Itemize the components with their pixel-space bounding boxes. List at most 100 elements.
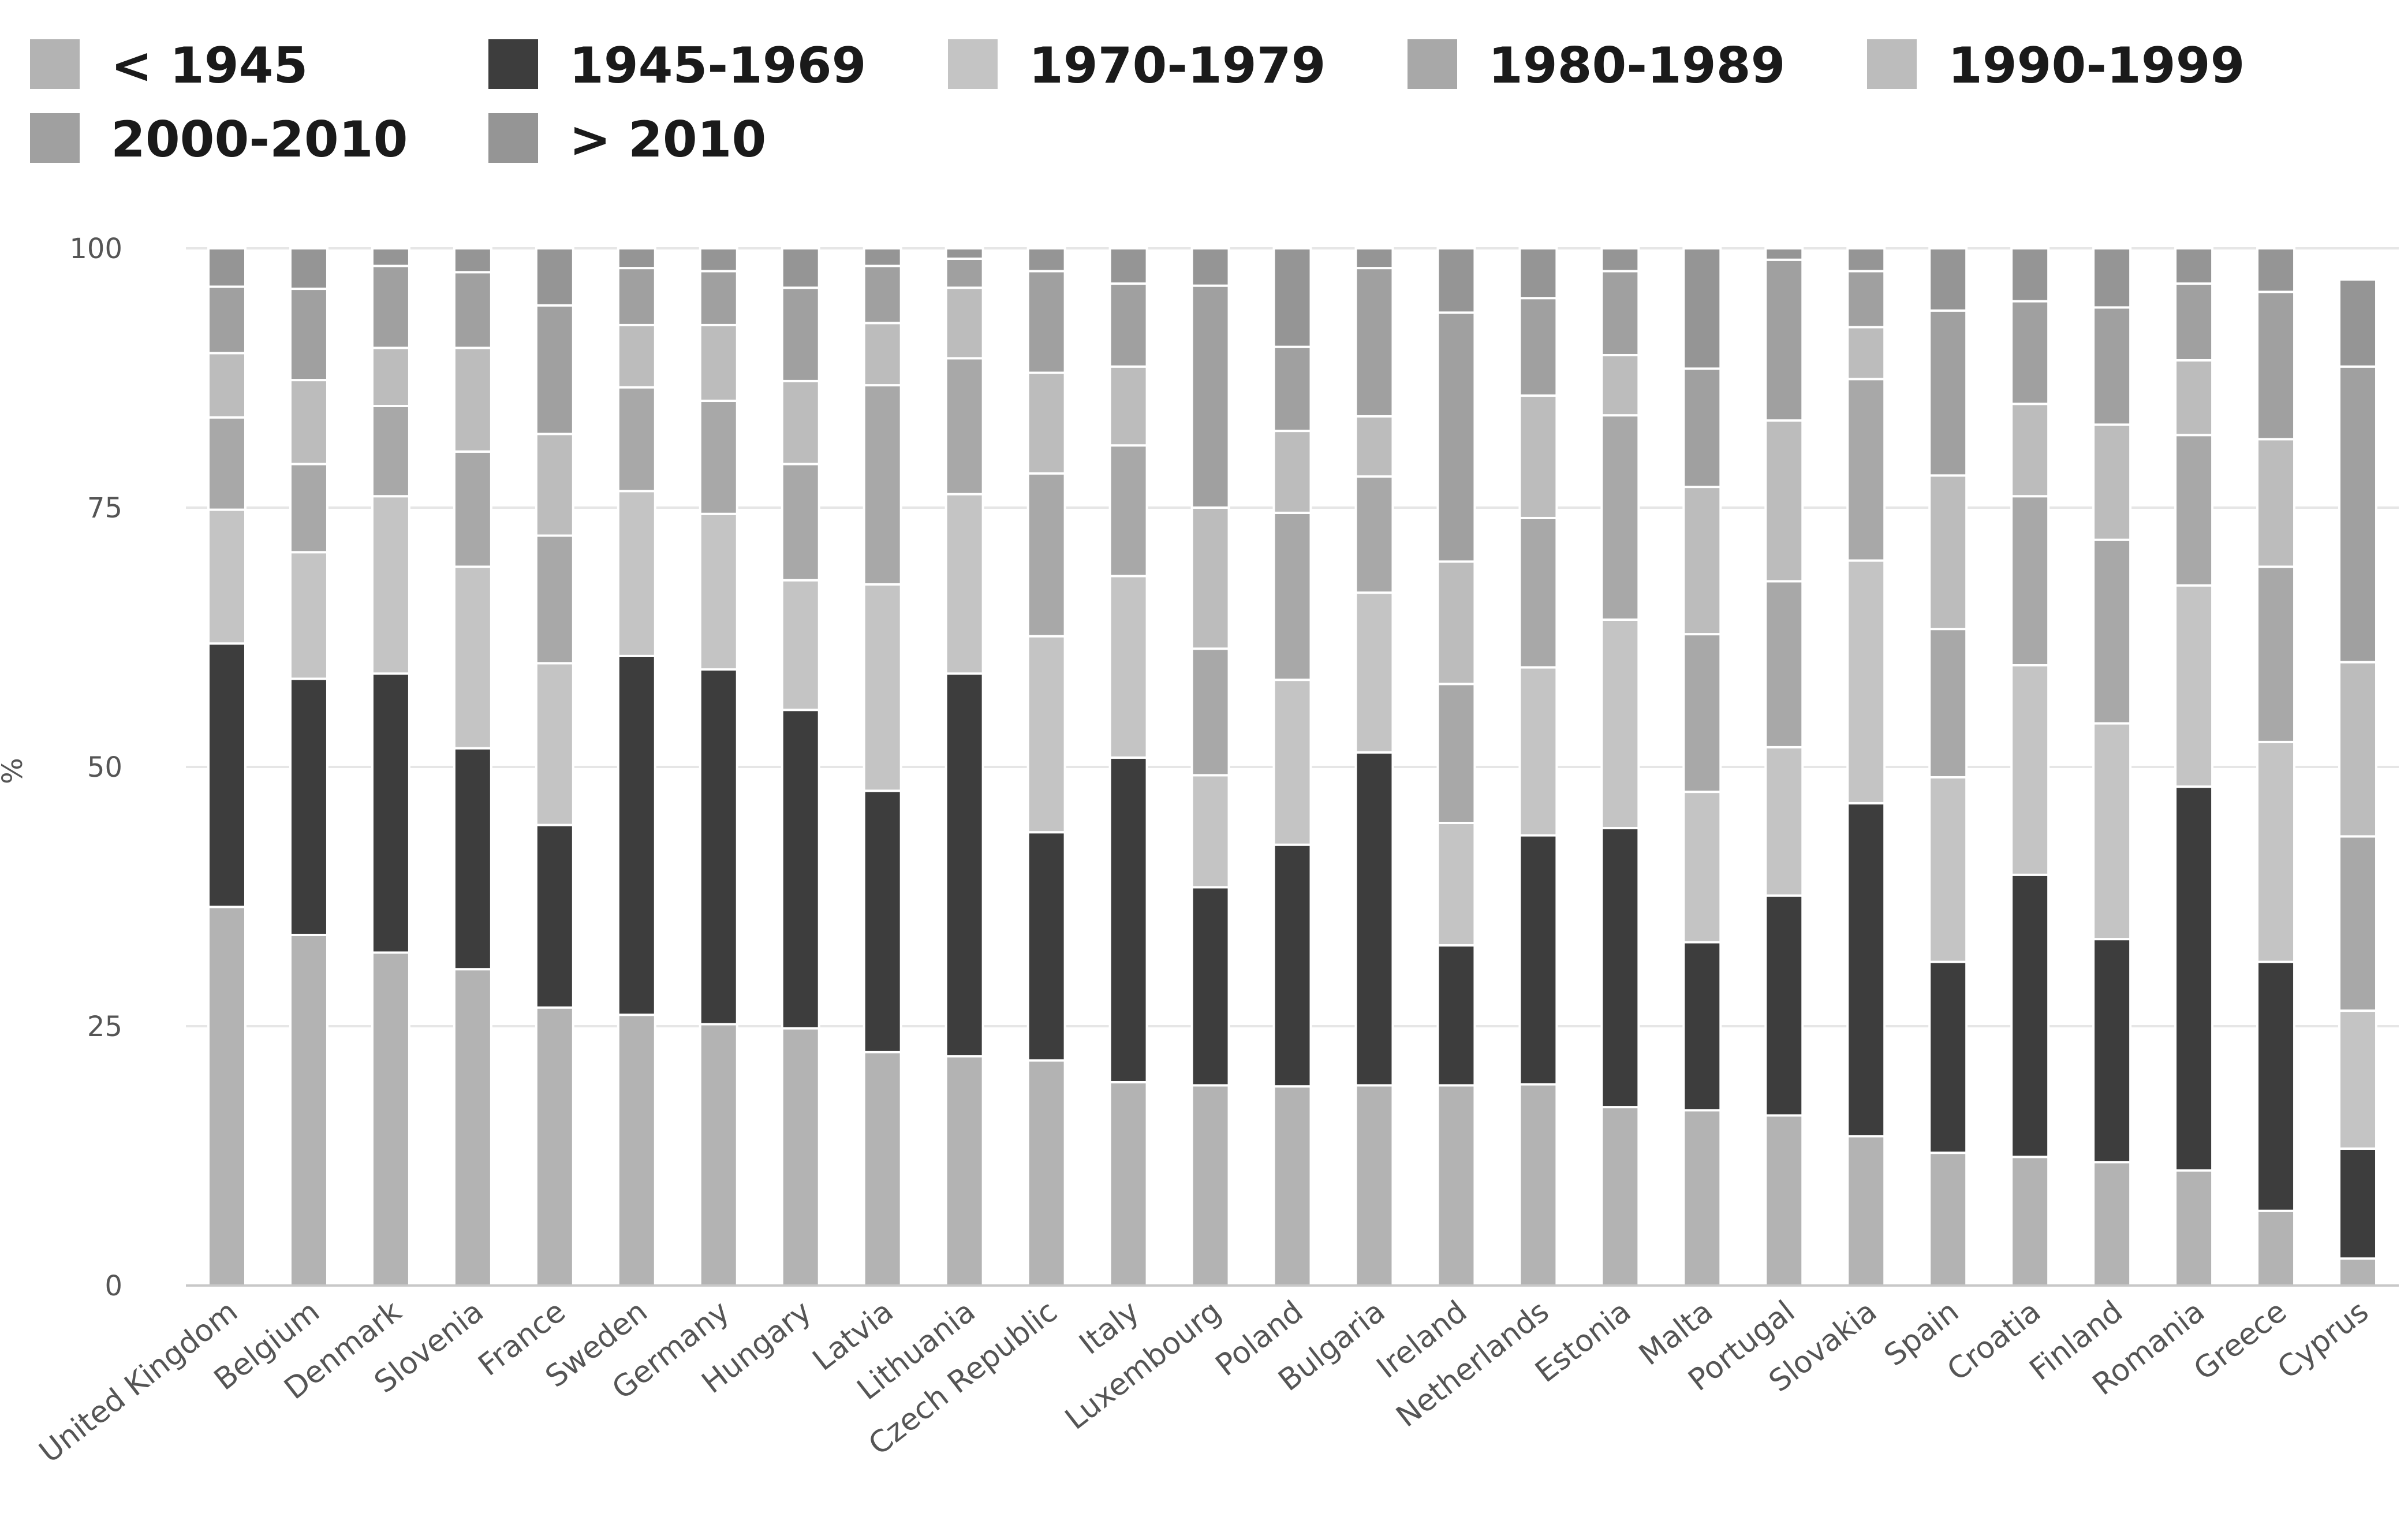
bars (207, 247, 2378, 1287)
y-tick-label: 50 (87, 751, 122, 784)
bar-segment (207, 642, 247, 908)
x-tick-label: Croatia (1941, 1294, 2047, 1388)
bar-segment (944, 286, 984, 360)
bar-segment (1026, 472, 1066, 638)
bar-segment (2010, 1156, 2050, 1287)
bar-segment (2338, 1147, 2378, 1260)
bar-segment (944, 257, 984, 289)
bar-stack (2010, 247, 2050, 1287)
bar-segment (1682, 486, 1722, 636)
bar-segment (535, 304, 574, 435)
bar-segment (2338, 661, 2378, 838)
bar-segment (1846, 559, 1886, 804)
bar-segment (2010, 247, 2050, 303)
bar-segment (453, 450, 492, 568)
bar-segment (1026, 1059, 1066, 1287)
bar-segment (2338, 278, 2378, 368)
bar-segment (781, 286, 820, 382)
bar-segment (2174, 1169, 2214, 1287)
bar-segment (781, 247, 820, 289)
bar-segment (863, 384, 902, 586)
bar-segment (2256, 1209, 2296, 1287)
bar-stack (944, 247, 984, 1287)
bar-stack (535, 247, 574, 1287)
bar-stack (2174, 247, 2214, 1287)
legend-swatch (948, 39, 998, 89)
bar-segment (207, 906, 247, 1287)
bar-segment (2338, 1257, 2378, 1287)
bar-segment (1190, 886, 1230, 1087)
legend-swatch (30, 113, 80, 163)
bar-stack (699, 247, 738, 1287)
bar-stack (1518, 247, 1558, 1287)
x-tick-label: Luxembourg (1059, 1294, 1227, 1437)
bar-segment (1846, 378, 1886, 562)
bar-segment (453, 565, 492, 750)
bar-segment (1928, 309, 1968, 477)
legend-label: 1980-1989 (1488, 37, 1785, 95)
bar-segment (1108, 1081, 1148, 1287)
y-tick-label: 0 (104, 1270, 122, 1302)
bar-segment (1272, 345, 1312, 433)
bar-segment (1518, 297, 1558, 397)
bar-segment (1764, 746, 1804, 897)
bar-segment (535, 824, 574, 1009)
bar-segment (1272, 1085, 1312, 1287)
bar-segment (1600, 270, 1640, 356)
bar-segment (453, 968, 492, 1287)
bar-segment (1518, 1083, 1558, 1287)
bar-segment (863, 247, 902, 267)
bar-segment (1436, 560, 1476, 685)
bar-segment (1272, 511, 1312, 681)
bar-segment (1682, 1109, 1722, 1287)
bar-segment (1600, 1106, 1640, 1287)
bar-segment (289, 247, 328, 290)
bar-segment (1928, 628, 1968, 778)
bar-segment (1354, 751, 1394, 1087)
bar-segment (1108, 444, 1148, 578)
bar-segment (2174, 282, 2214, 362)
bar-segment (617, 654, 656, 1016)
bar-stack (289, 247, 328, 1287)
bar-segment (699, 323, 738, 403)
bar-segment (289, 551, 328, 680)
bar-segment (2174, 785, 2214, 1172)
bar-segment (1600, 353, 1640, 417)
bar-segment (535, 662, 574, 826)
y-tick-label: 100 (69, 233, 122, 265)
y-axis-label: % (0, 758, 29, 784)
bar-segment (207, 285, 247, 355)
bar-segment (2010, 300, 2050, 405)
bar-segment (1682, 247, 1722, 370)
bar-segment (1682, 367, 1722, 489)
bar-segment (1436, 247, 1476, 314)
bar-stack (2256, 247, 2296, 1287)
y-tick-label: 75 (87, 492, 122, 524)
bar-segment (535, 247, 574, 307)
bar-segment (699, 512, 738, 671)
bar-segment (2174, 584, 2214, 788)
bar-segment (781, 1027, 820, 1287)
bar-segment (1190, 647, 1230, 777)
bar-segment (1354, 1084, 1394, 1287)
bar-segment (1108, 247, 1148, 285)
bar-segment (2256, 565, 2296, 743)
bar-segment (289, 379, 328, 465)
bar-segment (1272, 430, 1312, 514)
bar-segment (289, 288, 328, 382)
bar-segment (1846, 247, 1886, 273)
bar-segment (2010, 495, 2050, 666)
bar-segment (2256, 290, 2296, 441)
bar-segment (699, 400, 738, 515)
bar-segment (207, 416, 247, 511)
bar-segment (1846, 1135, 1886, 1287)
legend-label: 1945-1969 (569, 37, 866, 95)
legend-swatch (488, 39, 538, 89)
legend-swatch (1867, 39, 1917, 89)
bar-segment (289, 933, 328, 1287)
bar-segment (1436, 683, 1476, 824)
bar-segment (617, 247, 656, 270)
bar-segment (1600, 414, 1640, 621)
bar-segment (2092, 1161, 2132, 1287)
